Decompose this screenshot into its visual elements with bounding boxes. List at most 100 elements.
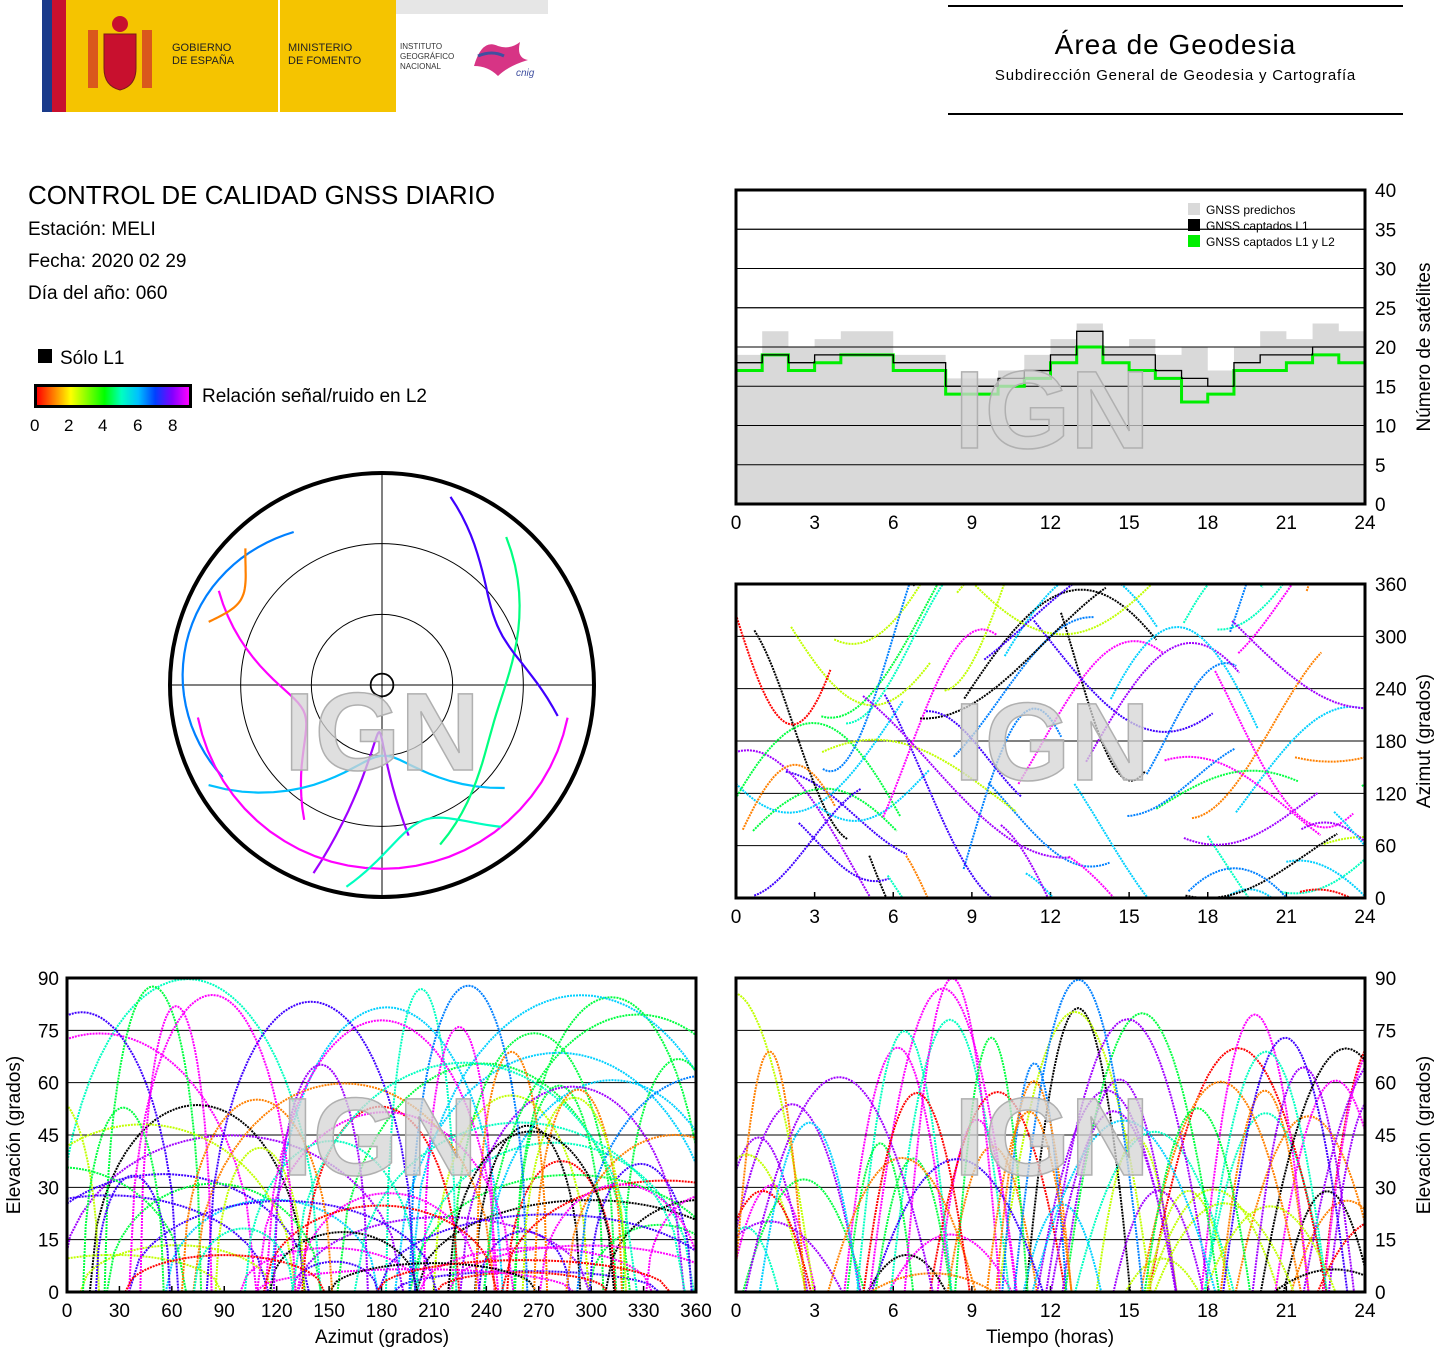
et-track: [1290, 1199, 1365, 1292]
ea-track: [88, 1103, 306, 1292]
x-tick-label: 3: [809, 907, 820, 928]
x-tick-label: 12: [1040, 1301, 1061, 1322]
az-track: [1299, 888, 1353, 898]
l1-only-label: Sólo L1: [60, 348, 125, 369]
et-track: [846, 1142, 915, 1292]
ea-track: [67, 1173, 310, 1292]
sky-track: [208, 754, 505, 794]
et-track: [843, 1046, 952, 1292]
x-tick-label: 15: [1119, 513, 1140, 534]
ea-track: [408, 984, 529, 1292]
sky-track: [312, 730, 410, 874]
az-track: [983, 584, 1075, 661]
ea-track: [408, 1173, 696, 1292]
x-tick-label: 240: [470, 1301, 502, 1322]
satellite-legend: GNSS predichos GNSS captados L1 GNSS capta…: [1188, 203, 1335, 249]
x-tick-label: 180: [366, 1301, 398, 1322]
ea-plot-area: [67, 978, 696, 1292]
et-track: [946, 1145, 1038, 1292]
y-axis-label: Número de satélites: [1414, 263, 1435, 432]
ea-track: [483, 1079, 696, 1292]
y-tick-label: 45: [1375, 1126, 1396, 1147]
az-track: [974, 584, 1154, 636]
y-tick-label: 180: [1375, 732, 1407, 753]
ea-track: [447, 1130, 616, 1292]
area-subtitle: Subdirección General de Geodesia y Carto…: [994, 67, 1357, 84]
station-label: Estación: MELI: [28, 219, 156, 240]
az-track: [822, 584, 911, 773]
y-tick-label: 300: [1375, 627, 1407, 648]
ign-text-1: INSTITUTO: [400, 42, 443, 51]
az-track: [1060, 612, 1147, 782]
x-tick-label: 21: [1276, 1301, 1297, 1322]
et-track: [827, 1156, 977, 1292]
coat-of-arms-icon: [88, 16, 152, 91]
et-track: [742, 1178, 866, 1292]
y-tick-label: 0: [1375, 495, 1386, 516]
x-tick-label: 18: [1197, 1301, 1218, 1322]
x-tick-label: 210: [418, 1301, 450, 1322]
az-track: [736, 721, 901, 817]
ea-track: [264, 1019, 500, 1292]
x-tick-label: 6: [888, 513, 899, 534]
ea-track: [205, 1000, 417, 1292]
et-track: [929, 1090, 1067, 1292]
eu-stripe: [42, 0, 52, 112]
az-track: [736, 611, 832, 726]
az-track: [1085, 641, 1241, 763]
ea-track: [418, 1246, 653, 1292]
ea-track: [500, 1179, 696, 1292]
az-track: [1017, 640, 1164, 785]
az-track: [833, 584, 922, 645]
az-track: [952, 616, 1095, 758]
y-axis-label: Azimut (grados): [1414, 674, 1435, 808]
ea-track: [180, 1098, 334, 1292]
az-track: [920, 586, 1107, 720]
x-tick-label: 9: [967, 1301, 978, 1322]
sky-track: [217, 590, 308, 820]
elevation-azimuth-chart: 0 15 30 45 60 75 90 0 30 60 90 120 150 180 210 240 270 30…: [4, 969, 712, 1348]
y-tick-label: 45: [38, 1126, 59, 1147]
legend-swatch-0: [1188, 203, 1200, 215]
ea-track: [67, 1011, 180, 1292]
y-tick-label: 75: [38, 1021, 59, 1042]
et-track: [936, 1118, 1018, 1292]
ea-track: [124, 1254, 326, 1292]
et-track: [997, 1010, 1152, 1292]
az-track: [1025, 872, 1055, 898]
et-track: [985, 1110, 1073, 1292]
et-track: [1327, 1102, 1365, 1292]
sky-track: [449, 496, 559, 717]
et-track: [954, 1036, 1029, 1292]
et-track: [736, 992, 815, 1292]
ea-track: [565, 1133, 696, 1292]
ea-track: [415, 1199, 696, 1292]
y-tick-label: 75: [1375, 1021, 1396, 1042]
ea-track: [377, 1213, 696, 1292]
y-tick-label: 20: [1375, 338, 1396, 359]
ea-track: [451, 1032, 618, 1292]
ea-track: [67, 1032, 258, 1292]
ea-track: [262, 1204, 498, 1292]
az-track: [736, 700, 904, 814]
ea-track: [164, 1198, 380, 1292]
x-tick-label: 150: [313, 1301, 345, 1322]
ign-watermark: IGN: [954, 349, 1150, 472]
y-axis-label: Elevación (grados): [4, 1056, 25, 1214]
x-tick-label: 0: [731, 513, 742, 534]
plot-border: [65, 976, 698, 1294]
x-axis-label: Azimut (grados): [315, 1327, 449, 1348]
x-tick-label: 9: [967, 907, 978, 928]
az-track: [845, 584, 945, 725]
sky-track: [196, 717, 569, 870]
et-track: [736, 1189, 812, 1292]
et-track: [1204, 1050, 1328, 1292]
az-track: [1323, 836, 1365, 846]
ea-track: [413, 1141, 695, 1292]
sat-plot-area: [736, 190, 1365, 504]
ea-track: [139, 1005, 213, 1292]
ea-track: [621, 1057, 696, 1292]
et-track: [1148, 1047, 1328, 1292]
et-plot-area: [736, 978, 1365, 1292]
ea-track: [475, 1050, 549, 1292]
